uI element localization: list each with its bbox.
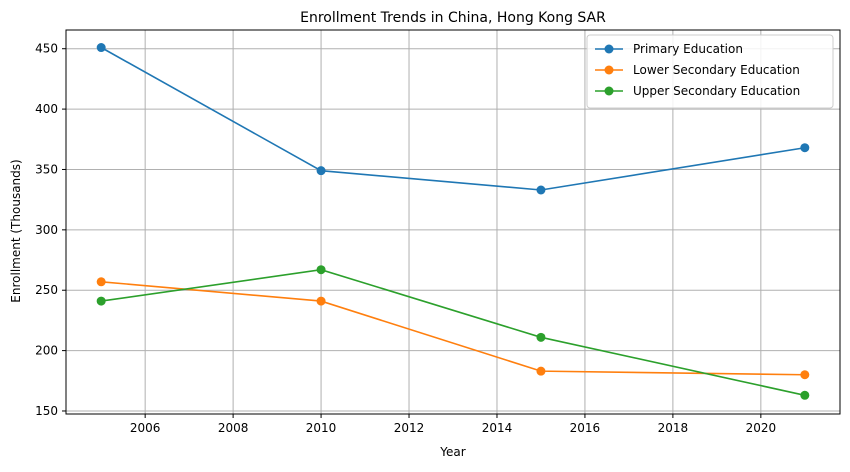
y-tick-label: 350 xyxy=(35,162,58,176)
x-tick-label: 2006 xyxy=(130,421,161,435)
data-point xyxy=(96,296,106,306)
data-point xyxy=(536,332,546,342)
data-point xyxy=(96,43,106,53)
series-line xyxy=(101,268,805,397)
series-lower-secondary-education xyxy=(96,277,810,380)
legend-swatch-marker xyxy=(604,65,614,75)
series-line xyxy=(101,280,805,376)
y-tick-label: 300 xyxy=(35,223,58,237)
y-tick-label: 200 xyxy=(35,344,58,358)
x-tick-label: 2012 xyxy=(394,421,425,435)
x-tick-label: 2018 xyxy=(658,421,689,435)
y-axis-label: Enrollment (Thousands) xyxy=(9,159,23,302)
series-upper-secondary-education xyxy=(96,265,810,400)
x-tick-label: 2020 xyxy=(746,421,777,435)
data-point xyxy=(536,185,546,195)
y-tick-label: 250 xyxy=(35,283,58,297)
y-tick-label: 450 xyxy=(35,42,58,56)
legend: Primary Education Lower Secondary Educati… xyxy=(586,34,834,109)
y-tick-label: 150 xyxy=(35,404,58,418)
chart-title: Enrollment Trends in China, Hong Kong SA… xyxy=(300,10,606,26)
data-point xyxy=(316,166,326,176)
y-axis-ticks: 150 200 250 300 350 400 450 xyxy=(35,42,66,418)
x-axis-label: Year xyxy=(439,445,465,459)
data-point xyxy=(800,390,810,400)
data-point xyxy=(316,265,326,275)
x-tick-label: 2014 xyxy=(482,421,513,435)
plot-frame xyxy=(65,29,841,415)
data-point xyxy=(316,296,326,306)
legend-label: Primary Education xyxy=(633,42,743,56)
data-point xyxy=(536,366,546,376)
x-tick-label: 2016 xyxy=(570,421,601,435)
legend-swatch-marker xyxy=(604,86,614,96)
data-point xyxy=(96,277,106,287)
y-tick-label: 400 xyxy=(35,102,58,116)
series-line xyxy=(100,46,805,191)
legend-label: Lower Secondary Education xyxy=(633,63,800,77)
legend-swatch-marker xyxy=(604,44,614,54)
series-group xyxy=(96,43,810,400)
series-primary-education xyxy=(96,43,810,195)
x-axis-ticks: 2006 2008 2010 2012 2014 2016 2018 2020 xyxy=(130,414,776,435)
legend-label: Upper Secondary Education xyxy=(633,84,800,98)
x-tick-label: 2008 xyxy=(218,421,249,435)
data-point xyxy=(800,143,810,153)
legend-box xyxy=(586,34,834,109)
x-tick-label: 2010 xyxy=(306,421,337,435)
data-point xyxy=(800,370,810,380)
